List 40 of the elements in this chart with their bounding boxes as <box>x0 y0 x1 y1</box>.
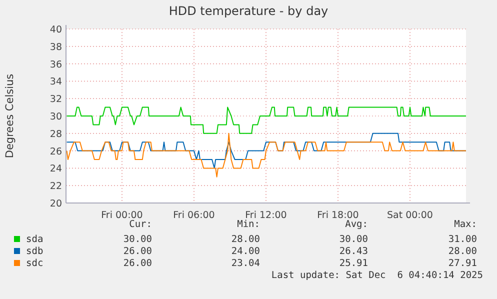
x-tick-label: Fri 12:00 <box>245 210 287 221</box>
y-tick-label: 30 <box>50 112 62 122</box>
y-tick-label: 26 <box>50 146 62 158</box>
text: Avg: <box>345 219 368 230</box>
text: 27.91 <box>448 258 478 269</box>
legend-label: sdb <box>26 246 44 257</box>
x-tick-label: Fri 06:00 <box>173 210 215 221</box>
text: Cur: <box>129 219 152 230</box>
text: 26.00 <box>123 258 152 269</box>
y-tick-label: 20 <box>50 198 62 210</box>
legend-label: sdc <box>26 258 44 269</box>
text: 31.00 <box>448 234 478 245</box>
text: Min: <box>237 219 260 230</box>
text: Last update: Sat Dec 6 04:40:14 2025 <box>271 270 483 281</box>
x-tick-label: Sat 00:00 <box>387 210 433 221</box>
text: 25.91 <box>339 258 368 269</box>
y-tick-label: 40 <box>50 24 62 36</box>
text: 24.00 <box>231 246 260 257</box>
y-tick-label: 38 <box>50 42 62 53</box>
x-tick-label: Fri 18:00 <box>317 210 359 221</box>
y-axis-title: Degrees Celsius <box>4 74 16 158</box>
line-series <box>66 132 466 178</box>
text: 26.43 <box>339 246 368 257</box>
chart-title: HDD temperature - by day <box>168 4 328 18</box>
text: 28.00 <box>231 234 260 245</box>
text: Max: <box>454 219 477 230</box>
text: 28.00 <box>448 246 478 257</box>
y-tick-label: 34 <box>50 76 62 88</box>
legend-label: sda <box>26 234 44 245</box>
y-tick-label: 28 <box>50 128 62 140</box>
text: 30.00 <box>339 234 368 245</box>
y-tick-label: 32 <box>50 94 62 106</box>
x-tick-label: Fri 00:00 <box>101 210 143 221</box>
y-tick-label: 22 <box>50 181 62 192</box>
text: 26.00 <box>123 246 152 257</box>
text: 23.04 <box>231 258 260 269</box>
text: 30.00 <box>123 234 152 245</box>
y-tick-label: 24 <box>50 164 62 175</box>
y-tick-label: 36 <box>50 59 62 70</box>
line-series <box>66 106 466 134</box>
